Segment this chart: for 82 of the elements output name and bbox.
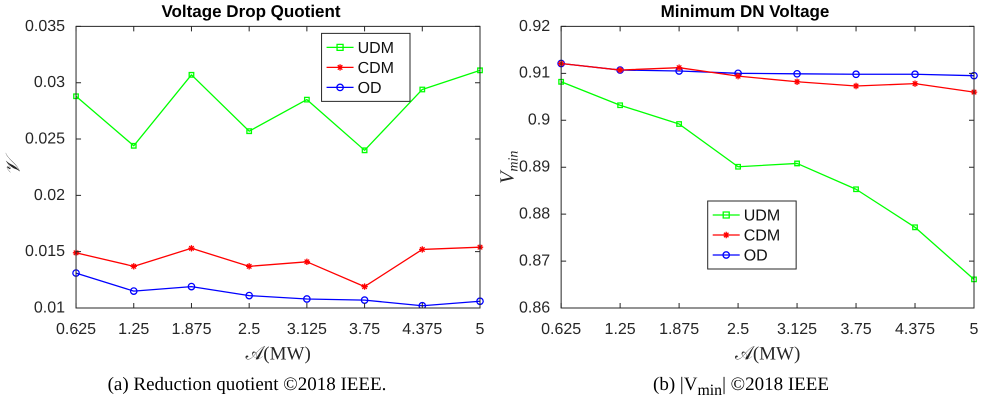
- x-tick-label: 0.625: [541, 321, 582, 338]
- y-tick-label: 0.03: [34, 74, 66, 92]
- point: [477, 67, 483, 74]
- point: [675, 64, 683, 72]
- point: [419, 86, 426, 92]
- point: [476, 297, 484, 306]
- point: [793, 78, 801, 86]
- y-tick-label: 0.02: [34, 186, 66, 204]
- point: [735, 164, 741, 170]
- point: [676, 121, 682, 127]
- point: [794, 160, 800, 166]
- text: (a) Reduction quotient ©2018 IEEE.: [108, 374, 386, 396]
- point: [911, 80, 919, 88]
- point: [793, 70, 801, 78]
- point: [188, 244, 196, 252]
- y-tick-label: 0.87: [519, 252, 550, 270]
- text: (b) |V$_{min}$| ©2018 IEEE: [653, 374, 829, 400]
- x-tick-label: 1.25: [118, 321, 150, 338]
- y-axis-title: 𝒱: [2, 152, 24, 176]
- point: [304, 96, 310, 103]
- point: [303, 258, 311, 266]
- y-tick-label: 0.88: [519, 206, 550, 223]
- x-axis-title: 𝒜(MW): [734, 344, 800, 365]
- point: [303, 295, 311, 303]
- y-tick-label: 0.89: [519, 158, 550, 176]
- x-tick-label: 3.75: [840, 321, 872, 338]
- point: [912, 224, 918, 230]
- point: [73, 93, 79, 100]
- point: [246, 128, 252, 134]
- x-tick-label: 3.125: [777, 321, 818, 338]
- y-tick-label: 0.015: [24, 243, 66, 260]
- x-tick-label: 1.25: [604, 321, 636, 338]
- point: [617, 102, 624, 108]
- legend-label: CDM: [358, 60, 394, 77]
- x-tick-label: 4.375: [402, 321, 442, 338]
- point: [362, 147, 368, 154]
- point: [130, 262, 138, 270]
- x-tick-label: 5: [476, 321, 485, 338]
- point: [558, 78, 564, 85]
- x-tick-label: 3.125: [286, 321, 327, 338]
- x-tick-label: 1.875: [171, 321, 212, 338]
- point: [418, 302, 426, 308]
- y-tick-label: 0.01: [34, 299, 66, 316]
- x-axis-title: 𝒜(MW): [245, 344, 311, 365]
- point: [360, 282, 368, 290]
- point: [853, 186, 859, 192]
- point: [734, 69, 742, 78]
- x-tick-label: 1.875: [659, 321, 700, 338]
- point: [734, 72, 742, 80]
- point: [971, 276, 977, 282]
- x-tick-label: 2.5: [238, 321, 260, 338]
- x-tick-label: 3.75: [349, 321, 380, 338]
- legend-label: OD: [744, 247, 768, 264]
- legend-label: UDM: [358, 40, 394, 57]
- legend-label: UDM: [744, 207, 780, 224]
- point: [911, 70, 919, 78]
- y-tick-label: 0.9: [528, 112, 550, 129]
- point: [418, 246, 426, 254]
- point: [130, 287, 138, 295]
- y-tick-label: 0.91: [519, 64, 550, 82]
- point: [970, 72, 978, 80]
- y-tick-label: 0.92: [519, 18, 550, 35]
- point: [245, 262, 254, 270]
- y-tick-label: 0.86: [519, 299, 550, 316]
- chart-title: Voltage Drop Quotient: [161, 2, 341, 21]
- point: [852, 70, 860, 78]
- x-tick-label: 5: [970, 321, 979, 338]
- chart-title: Minimum DN Voltage: [660, 2, 830, 21]
- x-tick-label: 2.5: [726, 321, 750, 338]
- point: [360, 296, 368, 304]
- legend-label: OD: [358, 80, 382, 97]
- y-tick-label: 0.035: [24, 18, 66, 35]
- point: [245, 292, 254, 300]
- x-tick-label: 4.375: [894, 321, 936, 338]
- point: [72, 269, 80, 277]
- legend-label: CDM: [744, 227, 780, 244]
- point: [188, 72, 194, 78]
- x-tick-label: 0.625: [56, 321, 96, 338]
- point: [130, 142, 137, 149]
- y-tick-label: 0.025: [24, 130, 66, 148]
- point: [188, 282, 196, 290]
- point: [852, 82, 860, 90]
